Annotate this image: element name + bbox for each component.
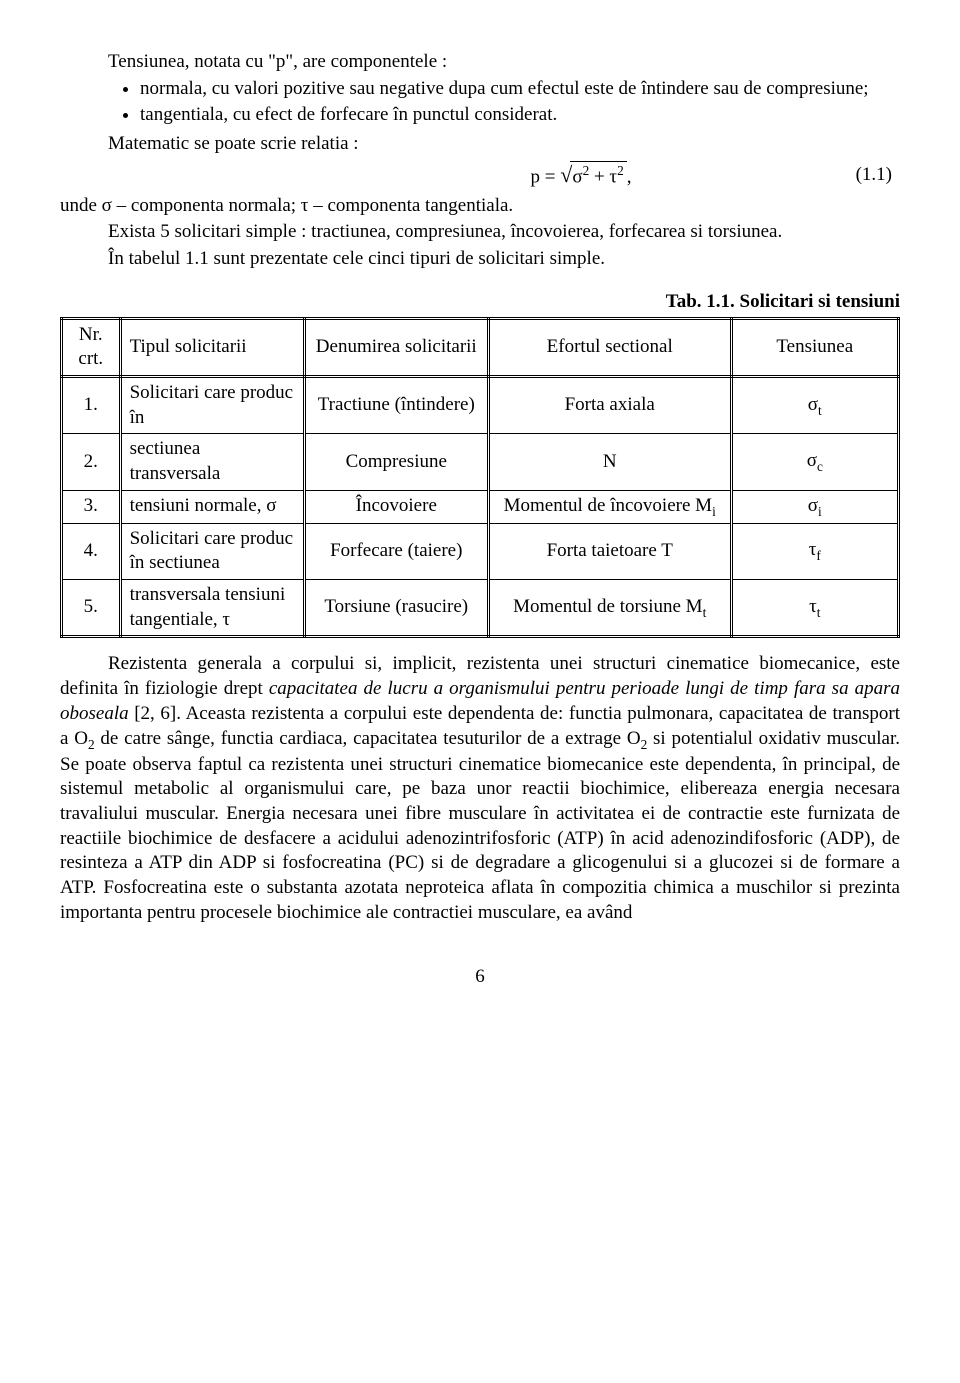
cell-den: Torsiune (rasucire) [304,580,488,637]
intro-line1: Tensiunea, notata cu "p", are componente… [60,50,900,75]
cell-ten: σc [731,434,898,490]
cell-nr: 3. [62,490,121,523]
cell-tip: tensiuni normale, σ [120,490,304,523]
intro-bullets: normala, cu valori pozitive sau negative… [60,77,900,128]
solicitari-table: Nr. crt. Tipul solicitarii Denumirea sol… [60,317,900,639]
bullet-2: tangentiala, cu efect de forfecare în pu… [140,103,900,128]
eq-prefix: p = [531,166,556,187]
cell-tip: Solicitari care produc în [120,376,304,433]
cell-ef: Momentul de încovoiere Mi [488,490,731,523]
th-tip: Tipul solicitarii [120,318,304,376]
page-number: 6 [60,965,900,990]
cell-nr: 1. [62,376,121,433]
table-row: 5. transversala tensiuni tangentiale, τ … [62,580,899,637]
paragraph-rezistenta: Rezistenta generala a corpului si, impli… [60,652,900,925]
intro-line2: Matematic se poate scrie relatia : [60,132,900,157]
table-row: 2. sectiunea transversala Compresiune N … [62,434,899,490]
cell-ten: τf [731,523,898,579]
th-den: Denumirea solicitarii [304,318,488,376]
eq-sqrt: σ2 + τ2 [570,161,626,190]
cell-ef: N [488,434,731,490]
cell-ten: σt [731,376,898,433]
eq-suffix: , [627,166,632,187]
tabel-line: În tabelul 1.1 sunt prezentate cele cinc… [60,247,900,272]
cell-den: Forfecare (taiere) [304,523,488,579]
table-header-row: Nr. crt. Tipul solicitarii Denumirea sol… [62,318,899,376]
cell-ef: Forta axiala [488,376,731,433]
cell-ef: Momentul de torsiune Mt [488,580,731,637]
cell-ten: τt [731,580,898,637]
cell-nr: 5. [62,580,121,637]
cell-den: Compresiune [304,434,488,490]
cell-ten: σi [731,490,898,523]
cell-nr: 2. [62,434,121,490]
exista-line: Exista 5 solicitari simple : tractiunea,… [60,220,900,245]
cell-tip: sectiunea transversala [120,434,304,490]
bullet-1: normala, cu valori pozitive sau negative… [140,77,900,102]
table-caption: Tab. 1.1. Solicitari si tensiuni [60,290,900,315]
cell-nr: 4. [62,523,121,579]
equation-row: p = σ2 + τ2, (1.1) [60,161,900,190]
th-ten: Tensiunea [731,318,898,376]
table-row: 1. Solicitari care produc în Tractiune (… [62,376,899,433]
unde-line: unde σ – componenta normala; τ – compone… [60,194,900,219]
th-nr: Nr. crt. [62,318,121,376]
cell-tip: Solicitari care produc în sectiunea [120,523,304,579]
cell-tip: transversala tensiuni tangentiale, τ [120,580,304,637]
equation-num: (1.1) [842,163,900,188]
cell-ef: Forta taietoare T [488,523,731,579]
th-ef: Efortul sectional [488,318,731,376]
table-row: 4. Solicitari care produc în sectiunea F… [62,523,899,579]
table-row: 3. tensiuni normale, σ Încovoiere Moment… [62,490,899,523]
equation-body: p = σ2 + τ2, [320,161,842,190]
cell-den: Tractiune (întindere) [304,376,488,433]
cell-den: Încovoiere [304,490,488,523]
